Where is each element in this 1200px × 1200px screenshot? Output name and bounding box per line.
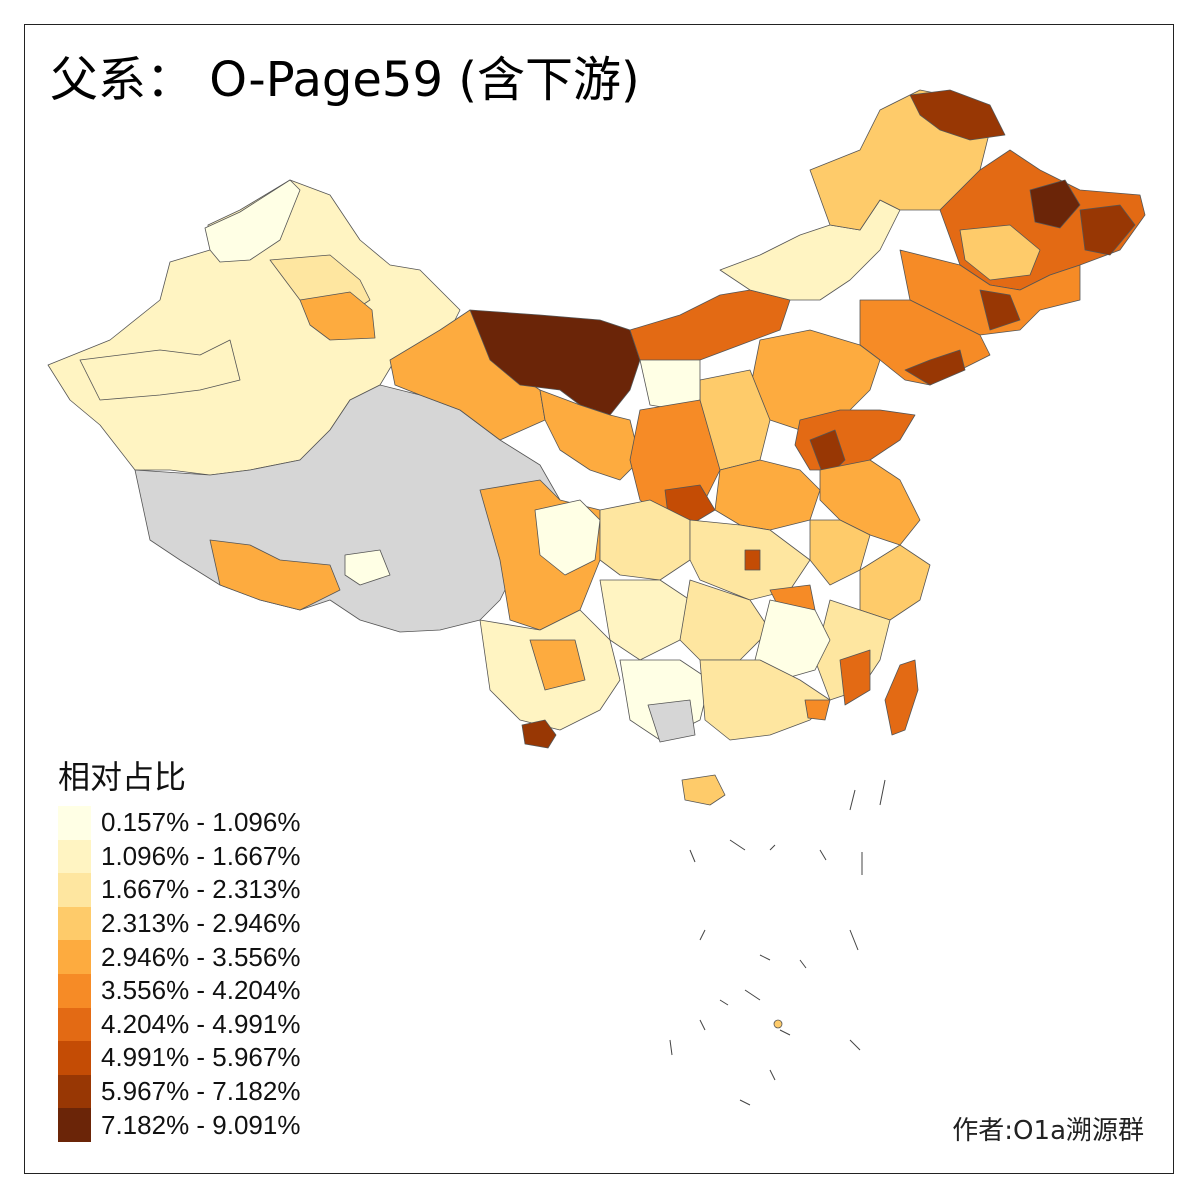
- legend-label: 1.667% - 2.313%: [101, 874, 301, 905]
- region-hubei-dark: [744, 549, 761, 571]
- region-inner-mongolia-east: [719, 199, 901, 301]
- legend-label: 2.946% - 3.556%: [101, 941, 301, 972]
- region-gansu: [539, 389, 641, 481]
- region-guizhou: [599, 579, 691, 661]
- legend-swatch: [58, 806, 91, 840]
- region-yunnan-dk: [529, 639, 586, 691]
- legend-label: 4.204% - 4.991%: [101, 1008, 301, 1039]
- region-sichuan-east: [599, 499, 691, 581]
- region-alxa: [469, 309, 641, 416]
- region-henan: [714, 459, 821, 531]
- legend-swatch: [58, 1108, 91, 1142]
- legend-item: 7.182% - 9.091%: [58, 1108, 300, 1142]
- scs-island-marker: [773, 1019, 783, 1029]
- legend-label: 1.096% - 1.667%: [101, 840, 301, 871]
- author-credit: 作者:O1a溯源群: [952, 1116, 1144, 1146]
- region-zhejiang: [859, 544, 931, 621]
- legend-label: 3.556% - 4.204%: [101, 975, 301, 1006]
- region-guangxi-nodata: [647, 699, 696, 743]
- region-xinjiang-turpan: [299, 291, 376, 341]
- region-guangdong-east: [804, 699, 831, 721]
- legend-item: 4.991% - 5.967%: [58, 1041, 300, 1075]
- legend-item: 5.967% - 7.182%: [58, 1074, 301, 1109]
- legend-item: 2.313% - 2.946%: [58, 906, 301, 941]
- legend-swatch: [58, 1007, 91, 1042]
- legend-label: 2.313% - 2.946%: [101, 908, 301, 939]
- region-guangdong: [699, 659, 831, 741]
- region-heilongjiang-east: [1079, 204, 1136, 256]
- legend-swatch: [58, 1074, 91, 1109]
- scs-islands: [669, 779, 886, 1106]
- region-xinjiang-north: [204, 179, 301, 263]
- legend-item: 1.096% - 1.667%: [58, 839, 301, 874]
- region-hainan: [681, 774, 726, 806]
- region-tibet-lhasa: [344, 549, 391, 586]
- region-tibet-west: [209, 539, 341, 611]
- legend-swatch: [58, 973, 91, 1008]
- region-mohe: [909, 89, 1006, 141]
- legend-item: 4.204% - 4.991%: [58, 1007, 301, 1042]
- region-heilongjiang-mid: [959, 224, 1041, 281]
- legend-item: 3.556% - 4.204%: [58, 973, 301, 1008]
- region-heilongjiang-dark: [1029, 179, 1081, 229]
- region-fujian-coast: [839, 649, 871, 706]
- region-jilin-east: [979, 289, 1021, 331]
- legend: 0.157% - 1.096% 1.096% - 1.667% 1.667% -…: [58, 806, 300, 1142]
- region-dalian: [904, 349, 966, 386]
- legend-swatch: [58, 1041, 91, 1075]
- legend-item: 1.667% - 2.313%: [58, 873, 300, 907]
- legend-swatch: [58, 940, 91, 974]
- legend-title: 相对占比: [58, 758, 187, 796]
- legend-swatch: [58, 873, 91, 907]
- region-sichuan-ganzi: [534, 499, 601, 576]
- legend-item: 2.946% - 3.556%: [58, 940, 300, 974]
- legend-label: 7.182% - 9.091%: [101, 1109, 301, 1140]
- region-taiwan: [884, 659, 919, 736]
- legend-label: 4.991% - 5.967%: [101, 1042, 301, 1073]
- region-xishuangbanna: [521, 719, 557, 749]
- legend-swatch: [58, 839, 91, 874]
- page-title: 父系： O-Page59 (含下游): [50, 52, 640, 108]
- legend-item: 0.157% - 1.096%: [58, 806, 300, 840]
- legend-label: 5.967% - 7.182%: [101, 1076, 301, 1107]
- legend-label: 0.157% - 1.096%: [101, 807, 301, 838]
- legend-swatch: [58, 906, 91, 941]
- region-xinjiang-west: [79, 339, 241, 401]
